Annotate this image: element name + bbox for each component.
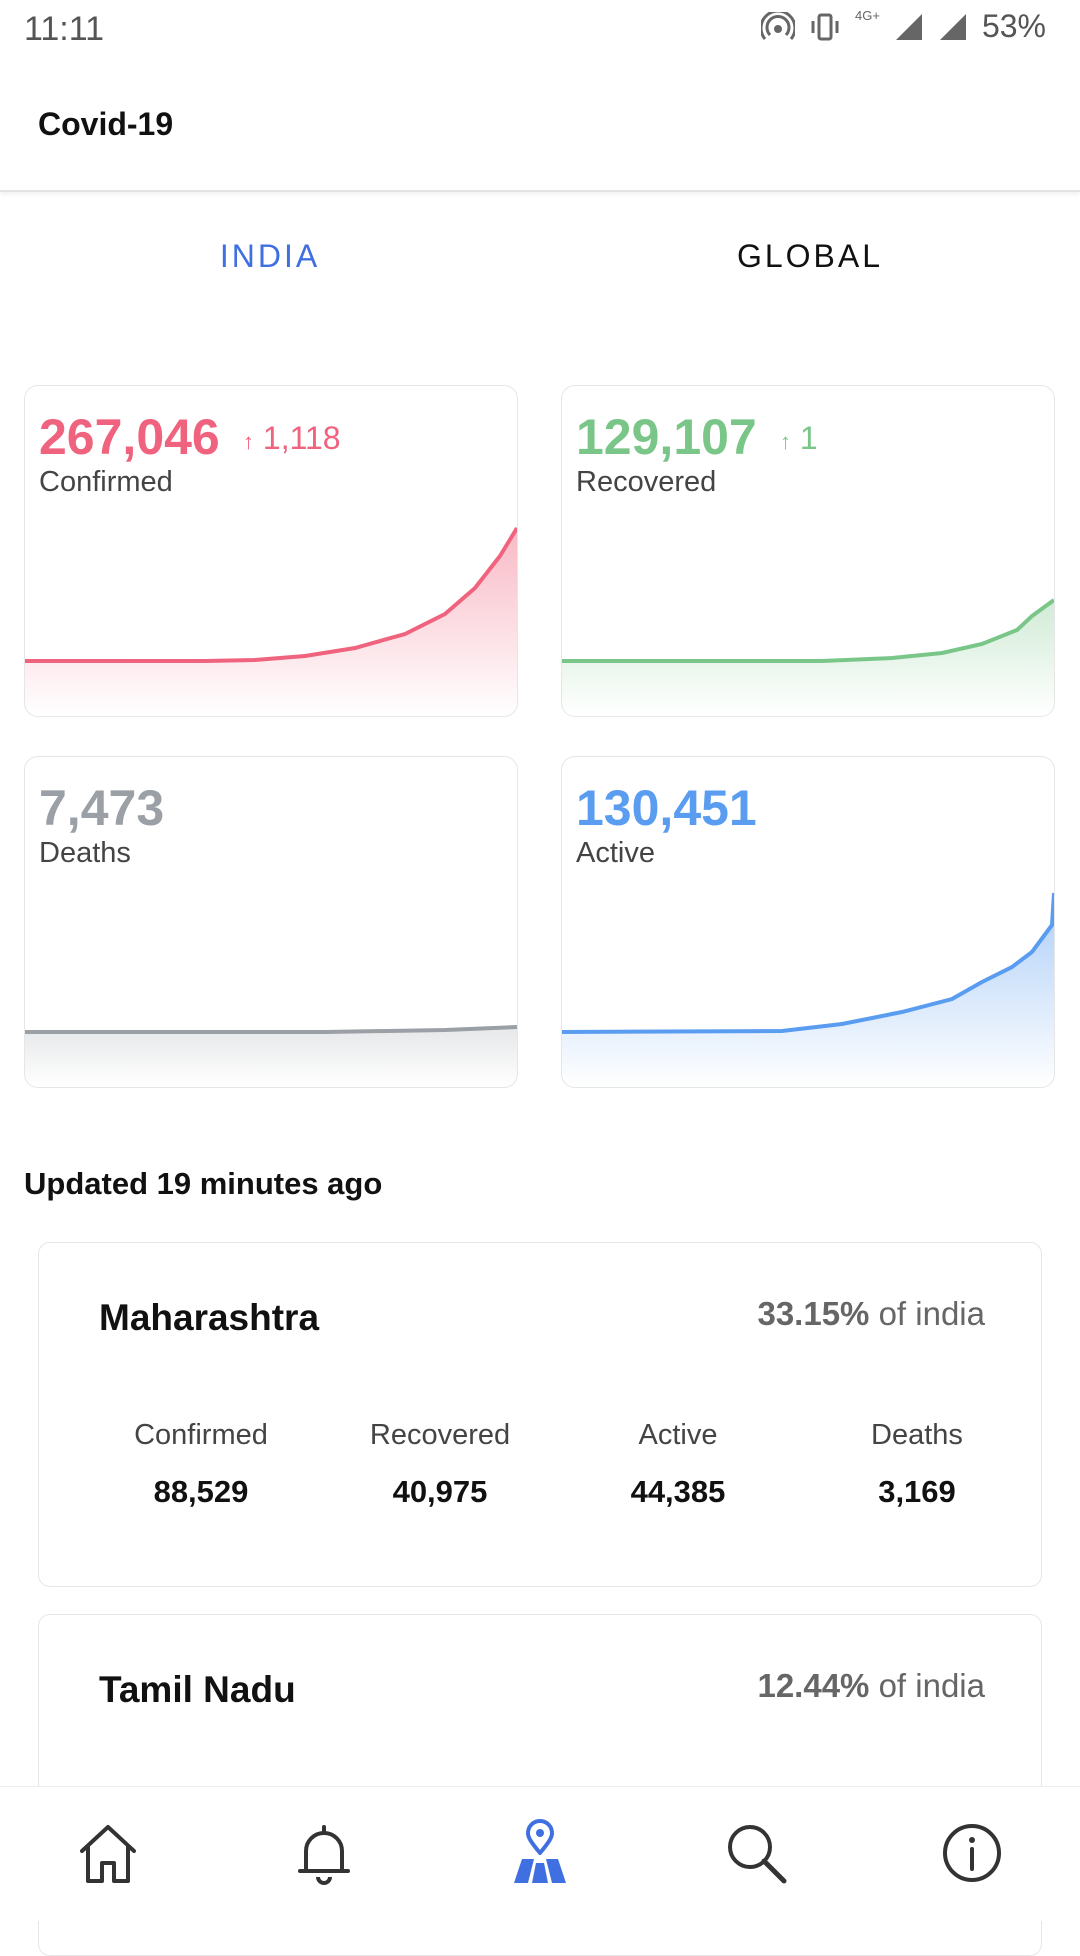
stat-label: Deaths: [798, 1419, 1036, 1452]
confirmed-label: Confirmed: [39, 466, 173, 499]
active-value: 130,451: [576, 779, 757, 837]
confirmed-sparkline: [25, 496, 517, 716]
tab-global[interactable]: GLOBAL: [540, 238, 1080, 275]
stat-value: 44,385: [559, 1474, 797, 1510]
arrow-up-icon: ↑: [780, 429, 791, 454]
stat-label: Confirmed: [82, 1419, 320, 1452]
stat-label: Active: [559, 1419, 797, 1452]
state-percent: 12.44% of india: [757, 1667, 985, 1705]
recovered-delta-value: 1: [800, 420, 818, 456]
stat-value: 3,169: [798, 1474, 1036, 1510]
confirmed-value: 267,046: [39, 408, 220, 466]
stat-value: 40,975: [321, 1474, 559, 1510]
stat-value: 88,529: [82, 1474, 320, 1510]
state-percent-suffix: of india: [879, 1667, 985, 1704]
network-type: 4G+: [855, 8, 880, 23]
deaths-label: Deaths: [39, 837, 131, 870]
recovered-card[interactable]: 129,107 ↑ 1 Recovered: [561, 385, 1055, 717]
signal-icon: [894, 12, 924, 42]
app-title: Covid-19: [38, 106, 173, 143]
nav-map[interactable]: [500, 1813, 580, 1893]
updated-timestamp: Updated 19 minutes ago: [24, 1166, 382, 1202]
recovered-delta: ↑ 1: [780, 420, 818, 457]
confirmed-card[interactable]: 267,046 ↑ 1,118 Confirmed: [24, 385, 518, 717]
arrow-up-icon: ↑: [243, 429, 254, 454]
vibrate-icon: [809, 12, 841, 42]
state-percent-value: 33.15%: [757, 1295, 869, 1332]
nav-info[interactable]: [932, 1813, 1012, 1893]
state-card-maharashtra[interactable]: Maharashtra 33.15% of india Confirmed 88…: [38, 1242, 1042, 1587]
tab-india[interactable]: INDIA: [0, 238, 540, 275]
stat-label: Recovered: [321, 1419, 559, 1452]
stat-active: Active 44,385: [559, 1419, 797, 1510]
hotspot-icon: [761, 12, 795, 42]
nav-search[interactable]: [716, 1813, 796, 1893]
signal-roaming-icon: [938, 12, 968, 42]
deaths-sparkline: [25, 867, 517, 1087]
recovered-label: Recovered: [576, 466, 716, 499]
confirmed-delta-value: 1,118: [263, 420, 341, 456]
deaths-card[interactable]: 7,473 Deaths: [24, 756, 518, 1088]
stat-confirmed: Confirmed 88,529: [82, 1419, 320, 1510]
status-icons: 4G+ 53%: [761, 8, 1046, 45]
status-time: 11:11: [24, 10, 104, 49]
battery-level: 53%: [982, 8, 1046, 45]
app-bar: Covid-19: [0, 60, 1080, 192]
search-icon: [716, 1813, 796, 1893]
status-bar: 11:11 4G+ 53%: [0, 0, 1080, 60]
info-icon: [932, 1813, 1012, 1893]
recovered-value: 129,107: [576, 408, 757, 466]
state-percent: 33.15% of india: [757, 1295, 985, 1333]
state-name: Tamil Nadu: [99, 1669, 296, 1711]
region-tabs: INDIA GLOBAL: [0, 190, 1080, 330]
stat-recovered: Recovered 40,975: [321, 1419, 559, 1510]
active-label: Active: [576, 837, 655, 870]
home-icon: [68, 1813, 148, 1893]
active-sparkline: [562, 867, 1054, 1087]
recovered-sparkline: [562, 496, 1054, 716]
confirmed-delta: ↑ 1,118: [243, 420, 341, 457]
state-percent-value: 12.44%: [757, 1667, 869, 1704]
map-pin-icon: [500, 1813, 580, 1893]
nav-notifications[interactable]: [284, 1813, 364, 1893]
stat-deaths: Deaths 3,169: [798, 1419, 1036, 1510]
nav-home[interactable]: [68, 1813, 148, 1893]
bottom-navigation: [0, 1786, 1080, 1921]
active-card[interactable]: 130,451 Active: [561, 756, 1055, 1088]
state-percent-suffix: of india: [879, 1295, 985, 1332]
state-name: Maharashtra: [99, 1297, 319, 1339]
bell-icon: [284, 1813, 364, 1893]
deaths-value: 7,473: [39, 779, 164, 837]
